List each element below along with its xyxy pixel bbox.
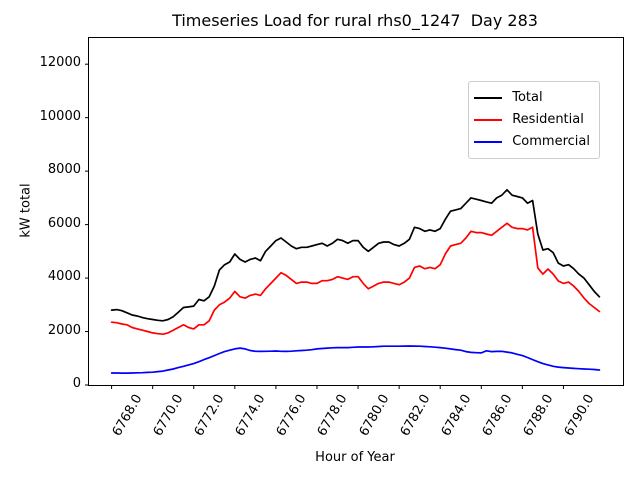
x-tick-label: 6772.0 — [192, 392, 228, 439]
y-tick-label: 10000 — [39, 108, 81, 124]
y-axis-label: kW total — [18, 183, 34, 238]
legend-label: Commercial — [512, 134, 590, 149]
series-line-residential — [110, 222, 601, 336]
x-tick-label: 6776.0 — [274, 392, 310, 439]
legend: Total Residential Commercial — [468, 81, 600, 159]
x-tick-label: 6784.0 — [438, 392, 475, 439]
legend-label: Total — [512, 90, 543, 105]
y-tick-label: 8000 — [47, 162, 81, 178]
y-tick-label: 0 — [72, 376, 81, 391]
plot-svg — [85, 63, 601, 389]
y-tick-label: 6000 — [47, 215, 81, 231]
legend-swatch-commercial — [474, 141, 503, 143]
series-line-total — [110, 188, 601, 322]
x-tick-label: 6790.0 — [561, 392, 598, 439]
x-axis-label: Hour of Year — [315, 450, 395, 465]
x-tick-label: 6788.0 — [520, 392, 557, 439]
plot-area: Total Residential Commercial — [85, 37, 624, 389]
x-tick-label: 6778.0 — [315, 392, 351, 439]
y-tick-label: 4000 — [47, 269, 81, 285]
legend-swatch-total — [474, 97, 503, 99]
legend-item-total: Total — [474, 87, 590, 109]
x-tick-label: 6774.0 — [233, 392, 269, 439]
chart-title: Timeseries Load for rural rhs0_1247 Day … — [172, 11, 538, 30]
x-tick-label: 6786.0 — [479, 392, 516, 439]
legend-swatch-residential — [474, 119, 503, 121]
y-tick-label: 12000 — [39, 55, 81, 71]
x-tick-label: 6780.0 — [356, 392, 393, 439]
x-tick-label: 6770.0 — [150, 392, 187, 439]
legend-item-residential: Residential — [474, 109, 590, 131]
x-tick-label: 6768.0 — [109, 392, 146, 439]
x-tick-label: 6782.0 — [397, 392, 434, 439]
y-tick-label: 2000 — [47, 322, 81, 338]
legend-label: Residential — [512, 112, 584, 127]
series-line-commercial — [110, 345, 601, 374]
legend-item-commercial: Commercial — [474, 131, 590, 153]
